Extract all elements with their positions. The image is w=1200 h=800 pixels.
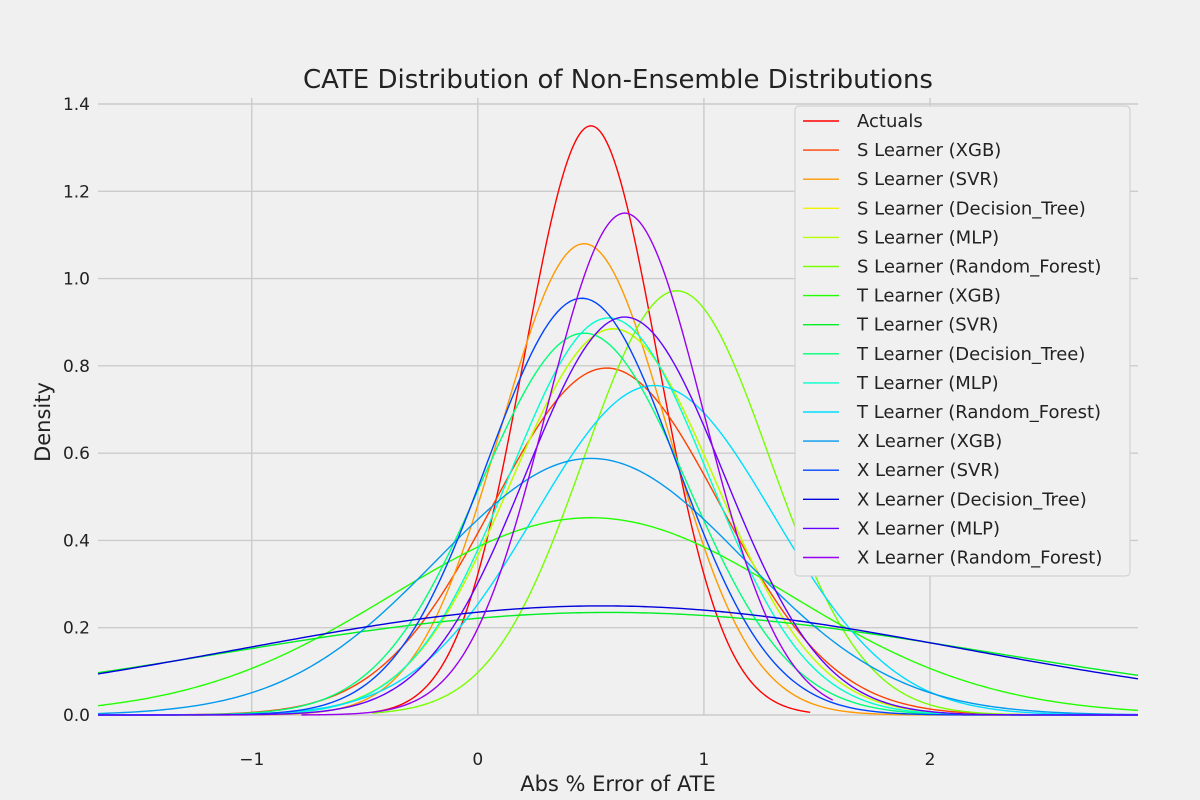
legend-label: T Learner (XGB)	[856, 286, 1001, 307]
legend-label: T Learner (MLP)	[856, 373, 999, 394]
legend-label: T Learner (Decision_Tree)	[856, 344, 1085, 365]
y-tick-label: 1.0	[63, 270, 90, 290]
legend-label: X Learner (Random_Forest)	[857, 548, 1102, 569]
legend-label: X Learner (MLP)	[857, 518, 1000, 539]
x-tick-label: 1	[698, 750, 709, 770]
legend-label: T Learner (Random_Forest)	[856, 402, 1101, 423]
legend-label: S Learner (SVR)	[857, 169, 999, 190]
legend-label: Actuals	[857, 111, 923, 132]
x-tick-label: −1	[239, 750, 264, 770]
legend-box	[794, 105, 1131, 577]
x-tick-label: 2	[925, 750, 936, 770]
legend-label: S Learner (Random_Forest)	[857, 257, 1101, 278]
series-line-13	[98, 297, 1138, 716]
legend-label: X Learner (SVR)	[857, 460, 1000, 481]
y-tick-label: 1.2	[63, 182, 90, 202]
chart-title: CATE Distribution of Non-Ensemble Distri…	[303, 65, 933, 95]
legend-label: X Learner (XGB)	[857, 431, 1002, 452]
x-tick-label: 0	[472, 750, 483, 770]
y-tick-label: 0.6	[63, 444, 90, 464]
density-curves	[97, 125, 1139, 716]
series-line-16	[301, 212, 834, 716]
y-tick-label: 0.0	[63, 706, 90, 726]
legend-label: S Learner (XGB)	[857, 140, 1001, 161]
tick-labels: −1 0 1 2 0.0 0.2 0.4 0.6 0.8 1.0 1.2 1.4	[63, 95, 935, 770]
y-tick-label: 0.2	[63, 619, 90, 639]
legend-label: S Learner (Decision_Tree)	[857, 198, 1086, 219]
x-axis-label: Abs % Error of ATE	[520, 772, 716, 796]
series-line-12	[97, 457, 1139, 716]
legend-label: S Learner (MLP)	[857, 227, 999, 248]
legend-label: X Learner (Decision_Tree)	[857, 489, 1087, 510]
legend-label: T Learner (SVR)	[856, 315, 999, 336]
series-line-14	[97, 605, 1139, 680]
series-line-8	[97, 611, 1139, 677]
y-axis-label: Density	[31, 382, 55, 462]
y-tick-label: 1.4	[63, 95, 90, 115]
y-tick-label: 0.4	[63, 531, 90, 551]
series-line-7	[97, 517, 1139, 712]
y-tick-label: 0.8	[63, 357, 90, 377]
series-line-1	[371, 125, 811, 713]
series-line-15	[98, 316, 1138, 716]
legend: Actuals S Learner (XGB) S Learner (SVR) S L…	[794, 105, 1131, 577]
